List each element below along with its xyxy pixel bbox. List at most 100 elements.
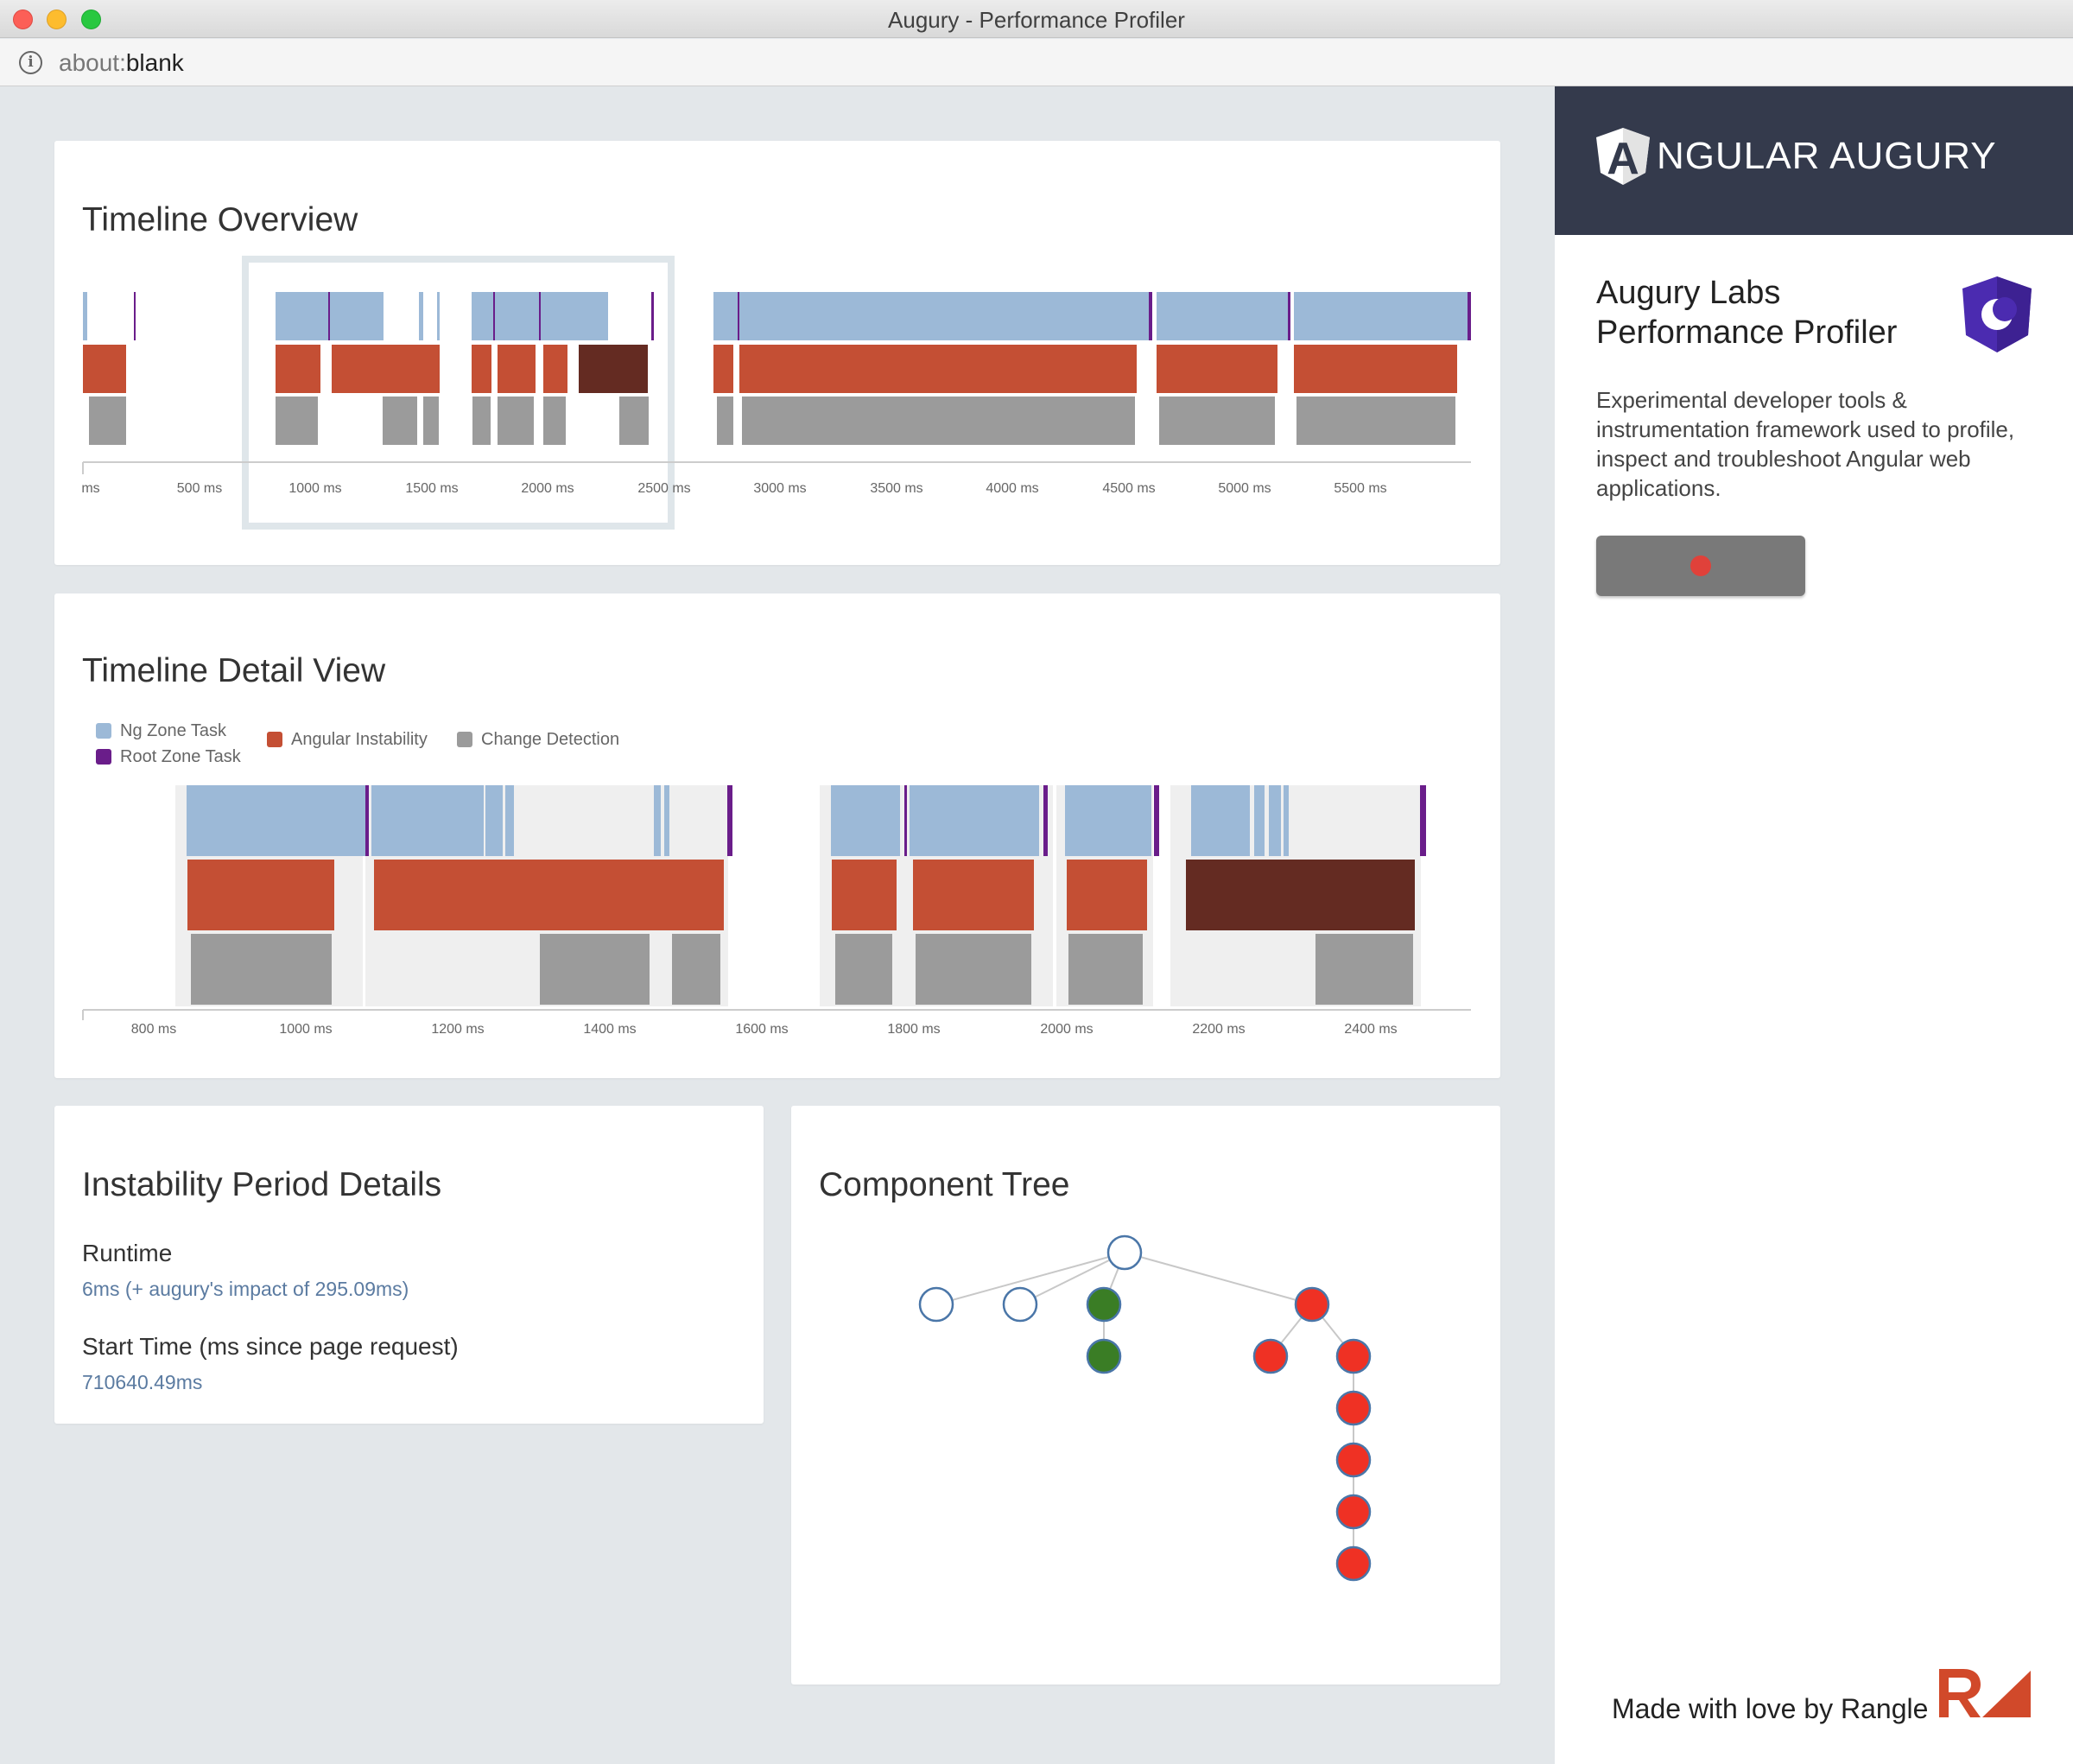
rangle-logo-icon[interactable] bbox=[1937, 1667, 2032, 1719]
ng-zone-bar[interactable] bbox=[654, 785, 661, 856]
change-detection-bar[interactable] bbox=[916, 934, 1031, 1005]
instability-bar[interactable] bbox=[543, 345, 567, 393]
component-tree-graph[interactable] bbox=[791, 1106, 1500, 1685]
ng-zone-bar[interactable] bbox=[713, 292, 1151, 340]
instability-bar[interactable] bbox=[83, 345, 126, 393]
change-detection-bar[interactable] bbox=[1068, 934, 1143, 1005]
overview-instability-row bbox=[83, 345, 1457, 393]
maximize-window-button[interactable] bbox=[81, 10, 101, 29]
change-detection-bar[interactable] bbox=[1296, 397, 1455, 445]
root-zone-marker[interactable] bbox=[651, 292, 654, 340]
change-detection-bar[interactable] bbox=[742, 397, 1135, 445]
root-zone-marker[interactable] bbox=[1468, 292, 1471, 340]
instability-bar[interactable] bbox=[276, 345, 320, 393]
root-zone-marker[interactable] bbox=[365, 785, 369, 856]
tree-node-red[interactable] bbox=[1335, 1442, 1372, 1478]
ng-zone-bar[interactable] bbox=[1284, 785, 1289, 856]
root-zone-marker[interactable] bbox=[1043, 785, 1048, 856]
ng-zone-bar[interactable] bbox=[1065, 785, 1151, 856]
ng-zone-bar[interactable] bbox=[1294, 292, 1469, 340]
ng-zone-bar[interactable] bbox=[187, 785, 367, 856]
root-zone-marker[interactable] bbox=[1149, 292, 1152, 340]
change-detection-bar[interactable] bbox=[472, 397, 491, 445]
ng-zone-bar[interactable] bbox=[83, 292, 87, 340]
tree-node-red[interactable] bbox=[1335, 1390, 1372, 1426]
instability-bar[interactable] bbox=[1157, 345, 1277, 393]
root-zone-marker[interactable] bbox=[904, 785, 907, 856]
change-detection-bar[interactable] bbox=[423, 397, 439, 445]
instability-bar[interactable] bbox=[187, 860, 334, 930]
ng-zone-bar[interactable] bbox=[485, 785, 503, 856]
ng-zone-bar[interactable] bbox=[664, 785, 669, 856]
timeline-overview-panel: Timeline Overview bbox=[54, 141, 1500, 565]
root-zone-marker[interactable] bbox=[738, 292, 739, 340]
change-detection-bar[interactable] bbox=[672, 934, 720, 1005]
change-detection-bar[interactable] bbox=[543, 397, 566, 445]
component-tree-title: Component Tree bbox=[819, 1166, 1070, 1203]
ng-zone-bar[interactable] bbox=[472, 292, 593, 340]
tree-node-red[interactable] bbox=[1335, 1338, 1372, 1374]
ng-zone-bar[interactable] bbox=[419, 292, 423, 340]
instability-bar[interactable] bbox=[913, 860, 1034, 930]
change-detection-bar[interactable] bbox=[619, 397, 649, 445]
tree-node-red[interactable] bbox=[1335, 1494, 1372, 1530]
ng-zone-bar[interactable] bbox=[437, 292, 440, 340]
instability-bar-selected[interactable] bbox=[1186, 860, 1415, 930]
instability-bar[interactable] bbox=[739, 345, 1137, 393]
tree-node[interactable] bbox=[918, 1286, 954, 1323]
minimize-window-button[interactable] bbox=[47, 10, 67, 29]
ng-zone-bar[interactable] bbox=[1191, 785, 1250, 856]
record-button[interactable] bbox=[1596, 536, 1805, 596]
root-zone-marker[interactable] bbox=[493, 292, 495, 340]
ng-zone-bar[interactable] bbox=[371, 785, 484, 856]
root-zone-marker[interactable] bbox=[539, 292, 541, 340]
timeline-overview-chart[interactable]: ms 500 ms 1000 ms 1500 ms 2000 ms 2500 m… bbox=[54, 141, 1500, 565]
tree-node-green[interactable] bbox=[1086, 1286, 1122, 1323]
change-detection-bar[interactable] bbox=[1159, 397, 1275, 445]
change-detection-bar[interactable] bbox=[191, 934, 332, 1005]
change-detection-bar[interactable] bbox=[383, 397, 417, 445]
tree-node-root[interactable] bbox=[1106, 1234, 1143, 1271]
ng-zone-bar[interactable] bbox=[505, 785, 514, 856]
change-detection-bar[interactable] bbox=[1315, 934, 1413, 1005]
ng-zone-bar[interactable] bbox=[831, 785, 900, 856]
instability-bar[interactable] bbox=[1294, 345, 1457, 393]
instability-bar[interactable] bbox=[472, 345, 491, 393]
ng-zone-bar[interactable] bbox=[578, 292, 608, 340]
lab-description: Experimental developer tools & instrumen… bbox=[1596, 387, 2015, 501]
change-detection-bar[interactable] bbox=[540, 934, 650, 1005]
instability-bar[interactable] bbox=[374, 860, 724, 930]
overview-selection-window[interactable] bbox=[242, 256, 675, 530]
instability-bar[interactable] bbox=[498, 345, 536, 393]
change-detection-bar[interactable] bbox=[498, 397, 534, 445]
tree-node-red[interactable] bbox=[1252, 1338, 1289, 1374]
ng-zone-bar[interactable] bbox=[1157, 292, 1290, 340]
instability-bar-selected[interactable] bbox=[579, 345, 648, 393]
tree-node-green[interactable] bbox=[1086, 1338, 1122, 1374]
timeline-detail-chart[interactable]: 800 ms 1000 ms 1200 ms 1400 ms 1600 ms 1… bbox=[54, 593, 1500, 1078]
ng-zone-bar[interactable] bbox=[910, 785, 1039, 856]
instability-bar[interactable] bbox=[1067, 860, 1147, 930]
tree-node[interactable] bbox=[1002, 1286, 1038, 1323]
tree-node-red[interactable] bbox=[1335, 1545, 1372, 1582]
root-zone-marker[interactable] bbox=[134, 292, 136, 340]
instability-bar[interactable] bbox=[332, 345, 440, 393]
tree-node-red[interactable] bbox=[1294, 1286, 1330, 1323]
instability-bar[interactable] bbox=[713, 345, 733, 393]
ng-zone-bar[interactable] bbox=[1254, 785, 1265, 856]
root-zone-marker[interactable] bbox=[1154, 785, 1159, 856]
url-text[interactable]: about:blank bbox=[59, 49, 184, 77]
root-zone-marker[interactable] bbox=[1288, 292, 1290, 340]
change-detection-bar[interactable] bbox=[717, 397, 733, 445]
root-zone-marker[interactable] bbox=[727, 785, 732, 856]
change-detection-bar[interactable] bbox=[276, 397, 318, 445]
instability-bar[interactable] bbox=[832, 860, 897, 930]
change-detection-bar[interactable] bbox=[89, 397, 126, 445]
address-bar[interactable]: i about:blank bbox=[0, 39, 2073, 86]
info-icon[interactable]: i bbox=[19, 51, 42, 74]
close-window-button[interactable] bbox=[13, 10, 33, 29]
root-zone-marker[interactable] bbox=[1420, 785, 1426, 856]
change-detection-bar[interactable] bbox=[835, 934, 892, 1005]
ng-zone-bar[interactable] bbox=[1269, 785, 1281, 856]
root-zone-marker[interactable] bbox=[328, 292, 330, 340]
